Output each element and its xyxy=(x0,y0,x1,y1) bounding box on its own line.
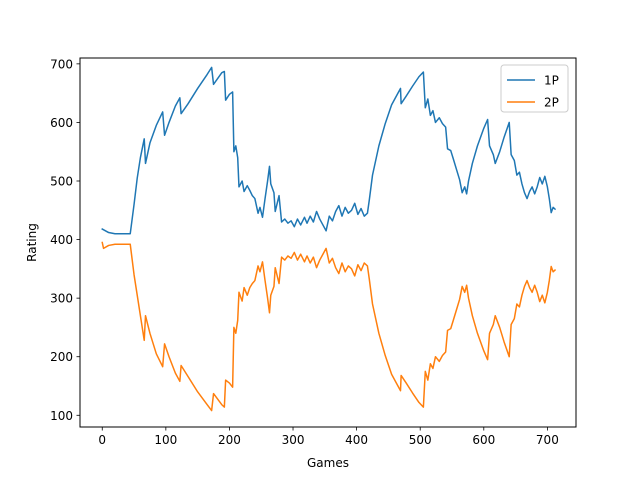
x-axis: 0 100 200 300 400 500 600 700 xyxy=(98,427,559,447)
y-axis: 100 200 300 400 500 600 700 xyxy=(50,57,80,423)
legend-label-1p: 1P xyxy=(544,74,559,88)
y-tick-label: 300 xyxy=(50,292,73,306)
x-tick-label: 400 xyxy=(345,433,368,447)
x-tick-label: 200 xyxy=(218,433,241,447)
y-tick-label: 600 xyxy=(50,116,73,130)
x-tick-label: 300 xyxy=(282,433,305,447)
y-tick-label: 700 xyxy=(50,57,73,71)
y-tick-label: 400 xyxy=(50,233,73,247)
legend: 1P 2P xyxy=(500,64,569,113)
x-tick-label: 700 xyxy=(536,433,559,447)
series-line-1p xyxy=(101,66,557,235)
x-tick-label: 500 xyxy=(409,433,432,447)
plot-series-layer xyxy=(101,66,557,412)
x-axis-label: Games xyxy=(307,456,349,470)
legend-label-2p: 2P xyxy=(544,96,559,110)
y-tick-label: 200 xyxy=(50,350,73,364)
y-axis-label: Rating xyxy=(25,223,39,262)
x-tick-label: 600 xyxy=(472,433,495,447)
y-tick-label: 500 xyxy=(50,175,73,189)
plot-area-frame xyxy=(79,57,577,428)
x-tick-label: 100 xyxy=(154,433,177,447)
legend-box xyxy=(500,64,569,113)
series-line-2p xyxy=(101,241,557,412)
y-tick-label: 100 xyxy=(50,409,73,423)
x-tick-label: 0 xyxy=(98,433,106,447)
